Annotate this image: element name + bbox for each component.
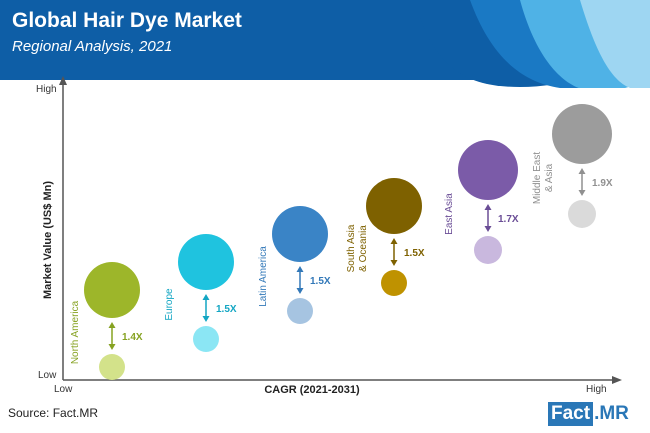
growth-multiplier-label: 1.7X bbox=[498, 214, 519, 225]
header-banner: Global Hair Dye Market Regional Analysis… bbox=[0, 0, 650, 88]
region-label: Middle East& Asia bbox=[532, 152, 555, 204]
growth-multiplier-label: 1.5X bbox=[216, 304, 237, 315]
y-axis-label: Market Value (US$ Mn) bbox=[42, 181, 54, 299]
growth-multiplier-label: 1.4X bbox=[122, 332, 143, 343]
growth-arrow-down-head bbox=[108, 344, 116, 350]
x-tick-high: High bbox=[586, 384, 607, 395]
source-note: Source: Fact.MR bbox=[8, 406, 99, 420]
x-axis-label: CAGR (2021-2031) bbox=[264, 384, 360, 396]
growth-multiplier-label: 1.5X bbox=[310, 276, 331, 287]
growth-arrow-down-head bbox=[202, 316, 210, 322]
growth-multiplier-label: 1.9X bbox=[592, 178, 613, 189]
small-bubble bbox=[381, 270, 407, 296]
small-bubble bbox=[287, 298, 313, 324]
growth-arrow-down-head bbox=[390, 260, 398, 266]
growth-arrow-up-head bbox=[484, 204, 492, 210]
x-tick-low: Low bbox=[54, 384, 73, 395]
bubble-group-2: 1.5X Europe bbox=[164, 234, 237, 352]
y-tick-high: High bbox=[36, 84, 57, 95]
growth-arrow-up-head bbox=[202, 294, 210, 300]
small-bubble bbox=[568, 200, 596, 228]
wave-light-shape bbox=[580, 0, 650, 88]
growth-arrow-up-head bbox=[578, 168, 586, 174]
y-axis-arrowhead bbox=[59, 76, 67, 85]
growth-arrow-up-head bbox=[296, 266, 304, 272]
bubble-group-6: 1.9X Middle East& Asia bbox=[532, 104, 613, 228]
bubble-group-1: 1.4X North America bbox=[70, 262, 143, 380]
large-bubble bbox=[552, 104, 612, 164]
header-background bbox=[0, 0, 650, 88]
bubble-chart: High Low Low High CAGR (2021-2031) Marke… bbox=[36, 76, 622, 396]
growth-arrow-down-head bbox=[296, 288, 304, 294]
growth-arrow-up-head bbox=[108, 322, 116, 328]
large-bubble bbox=[84, 262, 140, 318]
small-bubble bbox=[99, 354, 125, 380]
page-subtitle: Regional Analysis, 2021 bbox=[12, 38, 173, 55]
x-axis-arrowhead bbox=[612, 376, 622, 384]
large-bubble bbox=[178, 234, 234, 290]
region-label: Europe bbox=[164, 288, 175, 321]
small-bubble bbox=[474, 236, 502, 264]
growth-multiplier-label: 1.5X bbox=[404, 248, 425, 259]
bubble-series-group: 1.4X North America 1.5X Europe 1.5X Latin Ame… bbox=[70, 104, 613, 380]
growth-arrow-down-head bbox=[578, 190, 586, 196]
bubble-group-5: 1.7X East Asia bbox=[444, 140, 519, 264]
growth-arrow-down-head bbox=[484, 226, 492, 232]
brand-logo: Fact .MR bbox=[548, 402, 644, 426]
bubble-group-4: 1.5X South Asia& Oceania bbox=[346, 178, 425, 296]
large-bubble bbox=[272, 206, 328, 262]
bubble-group-3: 1.5X Latin America bbox=[258, 206, 331, 324]
large-bubble bbox=[458, 140, 518, 200]
region-label: South Asia& Oceania bbox=[346, 224, 369, 272]
region-label: East Asia bbox=[444, 193, 455, 235]
growth-arrow-up-head bbox=[390, 238, 398, 244]
small-bubble bbox=[193, 326, 219, 352]
large-bubble bbox=[366, 178, 422, 234]
region-label: North America bbox=[70, 300, 81, 364]
region-label: Latin America bbox=[258, 246, 269, 307]
y-tick-low: Low bbox=[38, 370, 57, 381]
page-title: Global Hair Dye Market bbox=[12, 9, 242, 32]
brand-logo-suffix: .MR bbox=[594, 403, 629, 424]
brand-logo-main: Fact bbox=[548, 402, 594, 426]
